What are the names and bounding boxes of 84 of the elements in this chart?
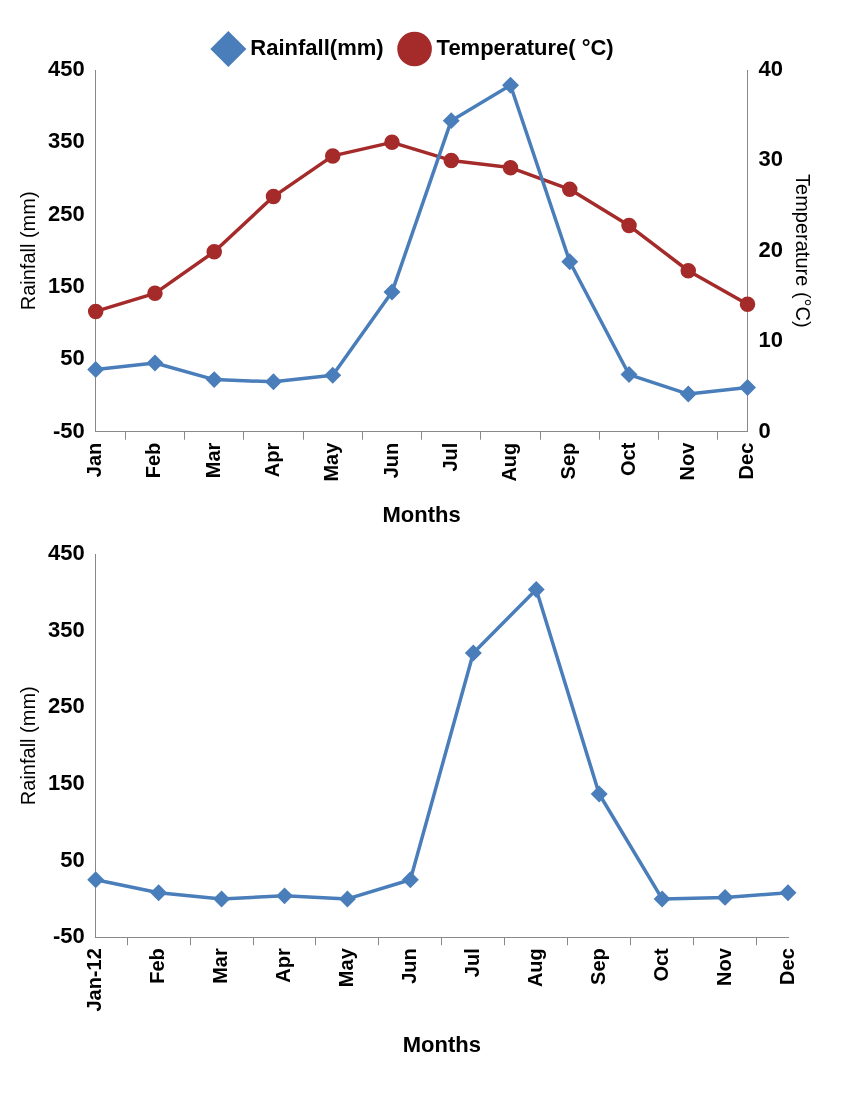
x-tick-label: Oct xyxy=(649,947,672,982)
x-tick-label: Aug xyxy=(498,442,521,482)
point xyxy=(324,367,341,384)
point xyxy=(443,112,459,129)
y-tick-label: 50 xyxy=(60,846,85,872)
x-tick-label: Jul xyxy=(438,442,461,472)
y2-tick-label: 20 xyxy=(758,236,784,262)
x-tick-label: Apr xyxy=(272,948,295,983)
point xyxy=(443,152,459,169)
x-tick-label: Feb xyxy=(146,948,169,984)
y-tick-label: 450 xyxy=(47,56,85,82)
x-tick-label: Mar xyxy=(209,948,232,984)
point xyxy=(339,891,356,907)
point xyxy=(265,188,282,205)
point xyxy=(147,285,163,302)
point xyxy=(621,366,637,383)
x-tick-label: Sep xyxy=(586,948,609,985)
point xyxy=(265,374,282,390)
x-tick-label: Oct xyxy=(616,442,639,477)
point xyxy=(402,872,419,888)
y-tick-label: 150 xyxy=(47,273,85,299)
x-tick-label: Mar xyxy=(201,442,224,479)
y-tick-label: -50 xyxy=(52,923,85,949)
point xyxy=(591,786,607,802)
point xyxy=(680,386,697,402)
y-tick-label: 250 xyxy=(47,200,85,226)
point xyxy=(502,77,519,93)
point xyxy=(147,355,163,371)
point xyxy=(621,217,637,234)
point xyxy=(739,379,756,396)
point xyxy=(717,889,733,906)
x-tick-label: Feb xyxy=(142,442,165,479)
x-tick-label: Jan xyxy=(83,442,106,478)
y2-tick-label: 30 xyxy=(758,146,784,172)
y2-axis-title: Temperature (°C) xyxy=(792,174,815,328)
y2-tick-label: 0 xyxy=(758,417,771,443)
point xyxy=(87,361,104,378)
y-tick-label: -50 xyxy=(52,417,85,443)
y2-tick-label: 10 xyxy=(758,327,784,353)
x-tick-label: May xyxy=(320,441,343,482)
point xyxy=(324,148,341,164)
x-tick-label: Dec xyxy=(775,948,798,985)
y-tick-label: 350 xyxy=(47,616,85,642)
point xyxy=(87,872,104,888)
x-tick-label: Jan-12 xyxy=(83,948,106,1012)
point xyxy=(213,891,230,907)
y-tick-label: 150 xyxy=(47,770,85,796)
point xyxy=(87,303,104,320)
point xyxy=(528,581,545,598)
x-tick-label: Sep xyxy=(557,442,580,480)
point xyxy=(465,645,482,661)
point xyxy=(206,244,222,260)
legend-label: Rainfall(mm) xyxy=(250,35,384,61)
y-tick-label: 450 xyxy=(47,540,85,566)
x-tick-label: Apr xyxy=(260,442,283,478)
point xyxy=(150,885,167,901)
y-tick-label: 50 xyxy=(60,345,85,371)
x-tick-label: Nov xyxy=(712,947,735,987)
y2-tick-label: 40 xyxy=(758,56,784,82)
point xyxy=(739,296,756,312)
x-tick-label: Jun xyxy=(379,442,402,479)
x-tick-label: May xyxy=(334,947,357,988)
x-tick-label: Jul xyxy=(460,948,483,978)
point xyxy=(562,253,578,270)
point xyxy=(384,284,400,300)
y-tick-label: 350 xyxy=(47,128,85,154)
y-axis-title: Rainfall (mm) xyxy=(16,191,39,311)
point xyxy=(654,891,670,907)
x-tick-label: Aug xyxy=(523,948,546,988)
x-tick-label: Nov xyxy=(675,441,698,481)
point xyxy=(562,181,578,198)
point xyxy=(502,159,519,176)
point xyxy=(780,885,796,901)
point xyxy=(680,262,697,279)
x-axis-title: Months xyxy=(402,1031,481,1057)
x-tick-label: Jun xyxy=(397,948,420,984)
legend-label: Temperature( °C) xyxy=(436,35,614,61)
y-tick-label: 250 xyxy=(47,693,85,719)
point xyxy=(206,371,222,388)
x-axis-title: Months xyxy=(382,501,461,527)
point xyxy=(384,134,400,151)
x-tick-label: Dec xyxy=(735,442,758,480)
point xyxy=(276,888,293,904)
y-axis-title: Rainfall (mm) xyxy=(16,686,39,806)
